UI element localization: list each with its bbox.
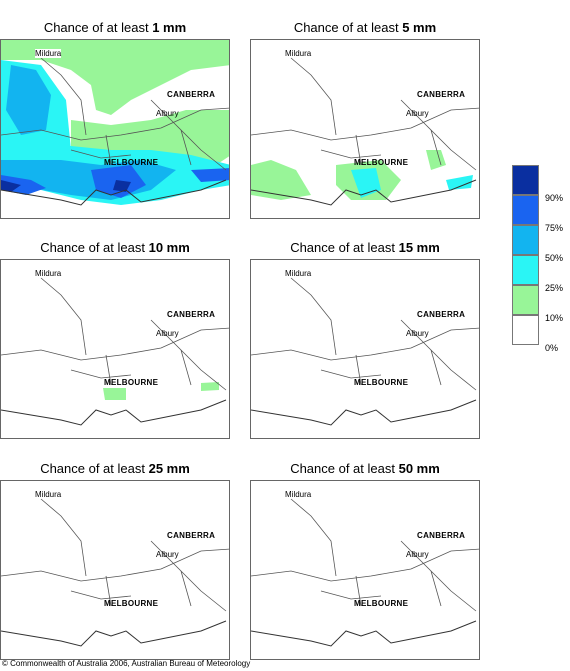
label-mildura: Mildura [35, 49, 62, 58]
label-mildura: Mildura [285, 269, 312, 278]
legend-label-10: 10% [545, 313, 564, 323]
map-10mm: Mildura CANBERRA Albury MELBOURNE [0, 259, 230, 439]
legend-swatch-75 [512, 195, 539, 225]
panel-title: Chance of at least 15 mm [290, 240, 440, 255]
label-albury: Albury [406, 550, 429, 559]
panel-title: Chance of at least 1 mm [43, 20, 187, 35]
label-melbourne: MELBOURNE [104, 599, 159, 608]
label-mildura: Mildura [35, 490, 62, 499]
map-50mm: Mildura CANBERRA Albury MELBOURNE [250, 480, 480, 660]
label-mildura: Mildura [35, 269, 62, 278]
label-canberra: CANBERRA [417, 90, 466, 99]
label-albury: Albury [156, 329, 179, 338]
label-melbourne: MELBOURNE [354, 378, 409, 387]
map-5mm: Mildura CANBERRA Albury MELBOURNE [250, 39, 480, 219]
label-melbourne: MELBOURNE [354, 599, 409, 608]
label-melbourne: MELBOURNE [104, 158, 159, 167]
label-canberra: CANBERRA [417, 310, 466, 319]
label-albury: Albury [406, 329, 429, 338]
legend-swatch-0 [512, 315, 539, 345]
panel-title: Chance of at least 10 mm [40, 240, 190, 255]
legend-label-75: 75% [545, 223, 564, 233]
legend-label-25: 25% [545, 283, 564, 293]
label-canberra: CANBERRA [167, 531, 216, 540]
legend-swatch-90 [512, 165, 539, 195]
label-melbourne: MELBOURNE [354, 158, 409, 167]
label-canberra: CANBERRA [167, 90, 216, 99]
panel-title: Chance of at least 25 mm [40, 461, 190, 476]
map-25mm: Mildura CANBERRA Albury MELBOURNE [0, 480, 230, 660]
legend-label-50: 50% [545, 253, 564, 263]
label-mildura: Mildura [285, 49, 312, 58]
label-albury: Albury [406, 109, 429, 118]
legend-swatch-10 [512, 285, 539, 315]
panel-title: Chance of at least 50 mm [290, 461, 440, 476]
legend-swatch-25 [512, 255, 539, 285]
legend-swatch-50 [512, 225, 539, 255]
map-1mm: Mildura CANBERRA Albury MELBOURNE [0, 39, 230, 219]
label-canberra: CANBERRA [167, 310, 216, 319]
label-mildura: Mildura [285, 490, 312, 499]
copyright-text: © Commonwealth of Australia 2006, Austra… [2, 659, 251, 668]
label-canberra: CANBERRA [417, 531, 466, 540]
label-albury: Albury [156, 550, 179, 559]
label-albury: Albury [156, 109, 179, 118]
panel-title: Chance of at least 5 mm [293, 20, 437, 35]
map-15mm: Mildura CANBERRA Albury MELBOURNE [250, 259, 480, 439]
legend-label-90: 90% [545, 193, 564, 203]
legend-label-0: 0% [545, 343, 559, 353]
label-melbourne: MELBOURNE [104, 378, 159, 387]
